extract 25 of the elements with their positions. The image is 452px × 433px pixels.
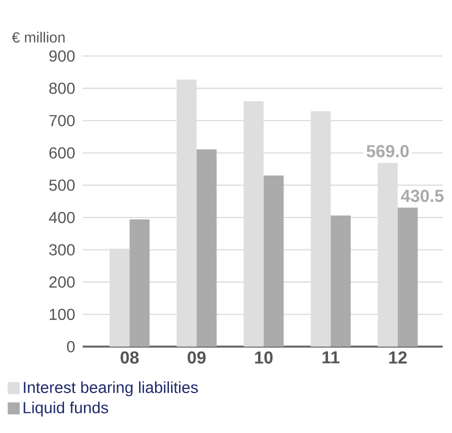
y-tick-label: 600 — [49, 147, 75, 158]
bar — [398, 207, 418, 347]
x-tick-label: 11 — [322, 351, 340, 364]
x-tick-label: 12 — [389, 351, 407, 364]
y-tick-label: 400 — [48, 212, 75, 223]
y-tick-label: 900 — [49, 50, 75, 62]
x-tick-label: 08 — [120, 351, 139, 364]
x-tick-label: 09 — [188, 351, 206, 364]
y-axis-title: € million — [12, 32, 65, 42]
y-tick-label: 300 — [49, 244, 75, 256]
legend-label: Interest bearing liabilities — [24, 381, 198, 396]
y-tick-label: 500 — [49, 179, 75, 191]
y-tick-label: 200 — [49, 276, 75, 288]
data-label: 569.0 — [366, 144, 409, 158]
legend-label: Liquid funds — [24, 401, 108, 416]
bar — [264, 175, 284, 347]
y-tick-label: 800 — [49, 82, 75, 94]
y-tick-label: 100 — [50, 308, 75, 320]
y-tick-label: 700 — [49, 114, 75, 126]
bar — [130, 219, 150, 347]
y-tick-label: 0 — [67, 340, 75, 352]
data-label: 430.5 — [400, 190, 444, 202]
x-tick-label: 10 — [255, 351, 273, 364]
bar — [330, 215, 351, 347]
bar — [196, 149, 217, 347]
